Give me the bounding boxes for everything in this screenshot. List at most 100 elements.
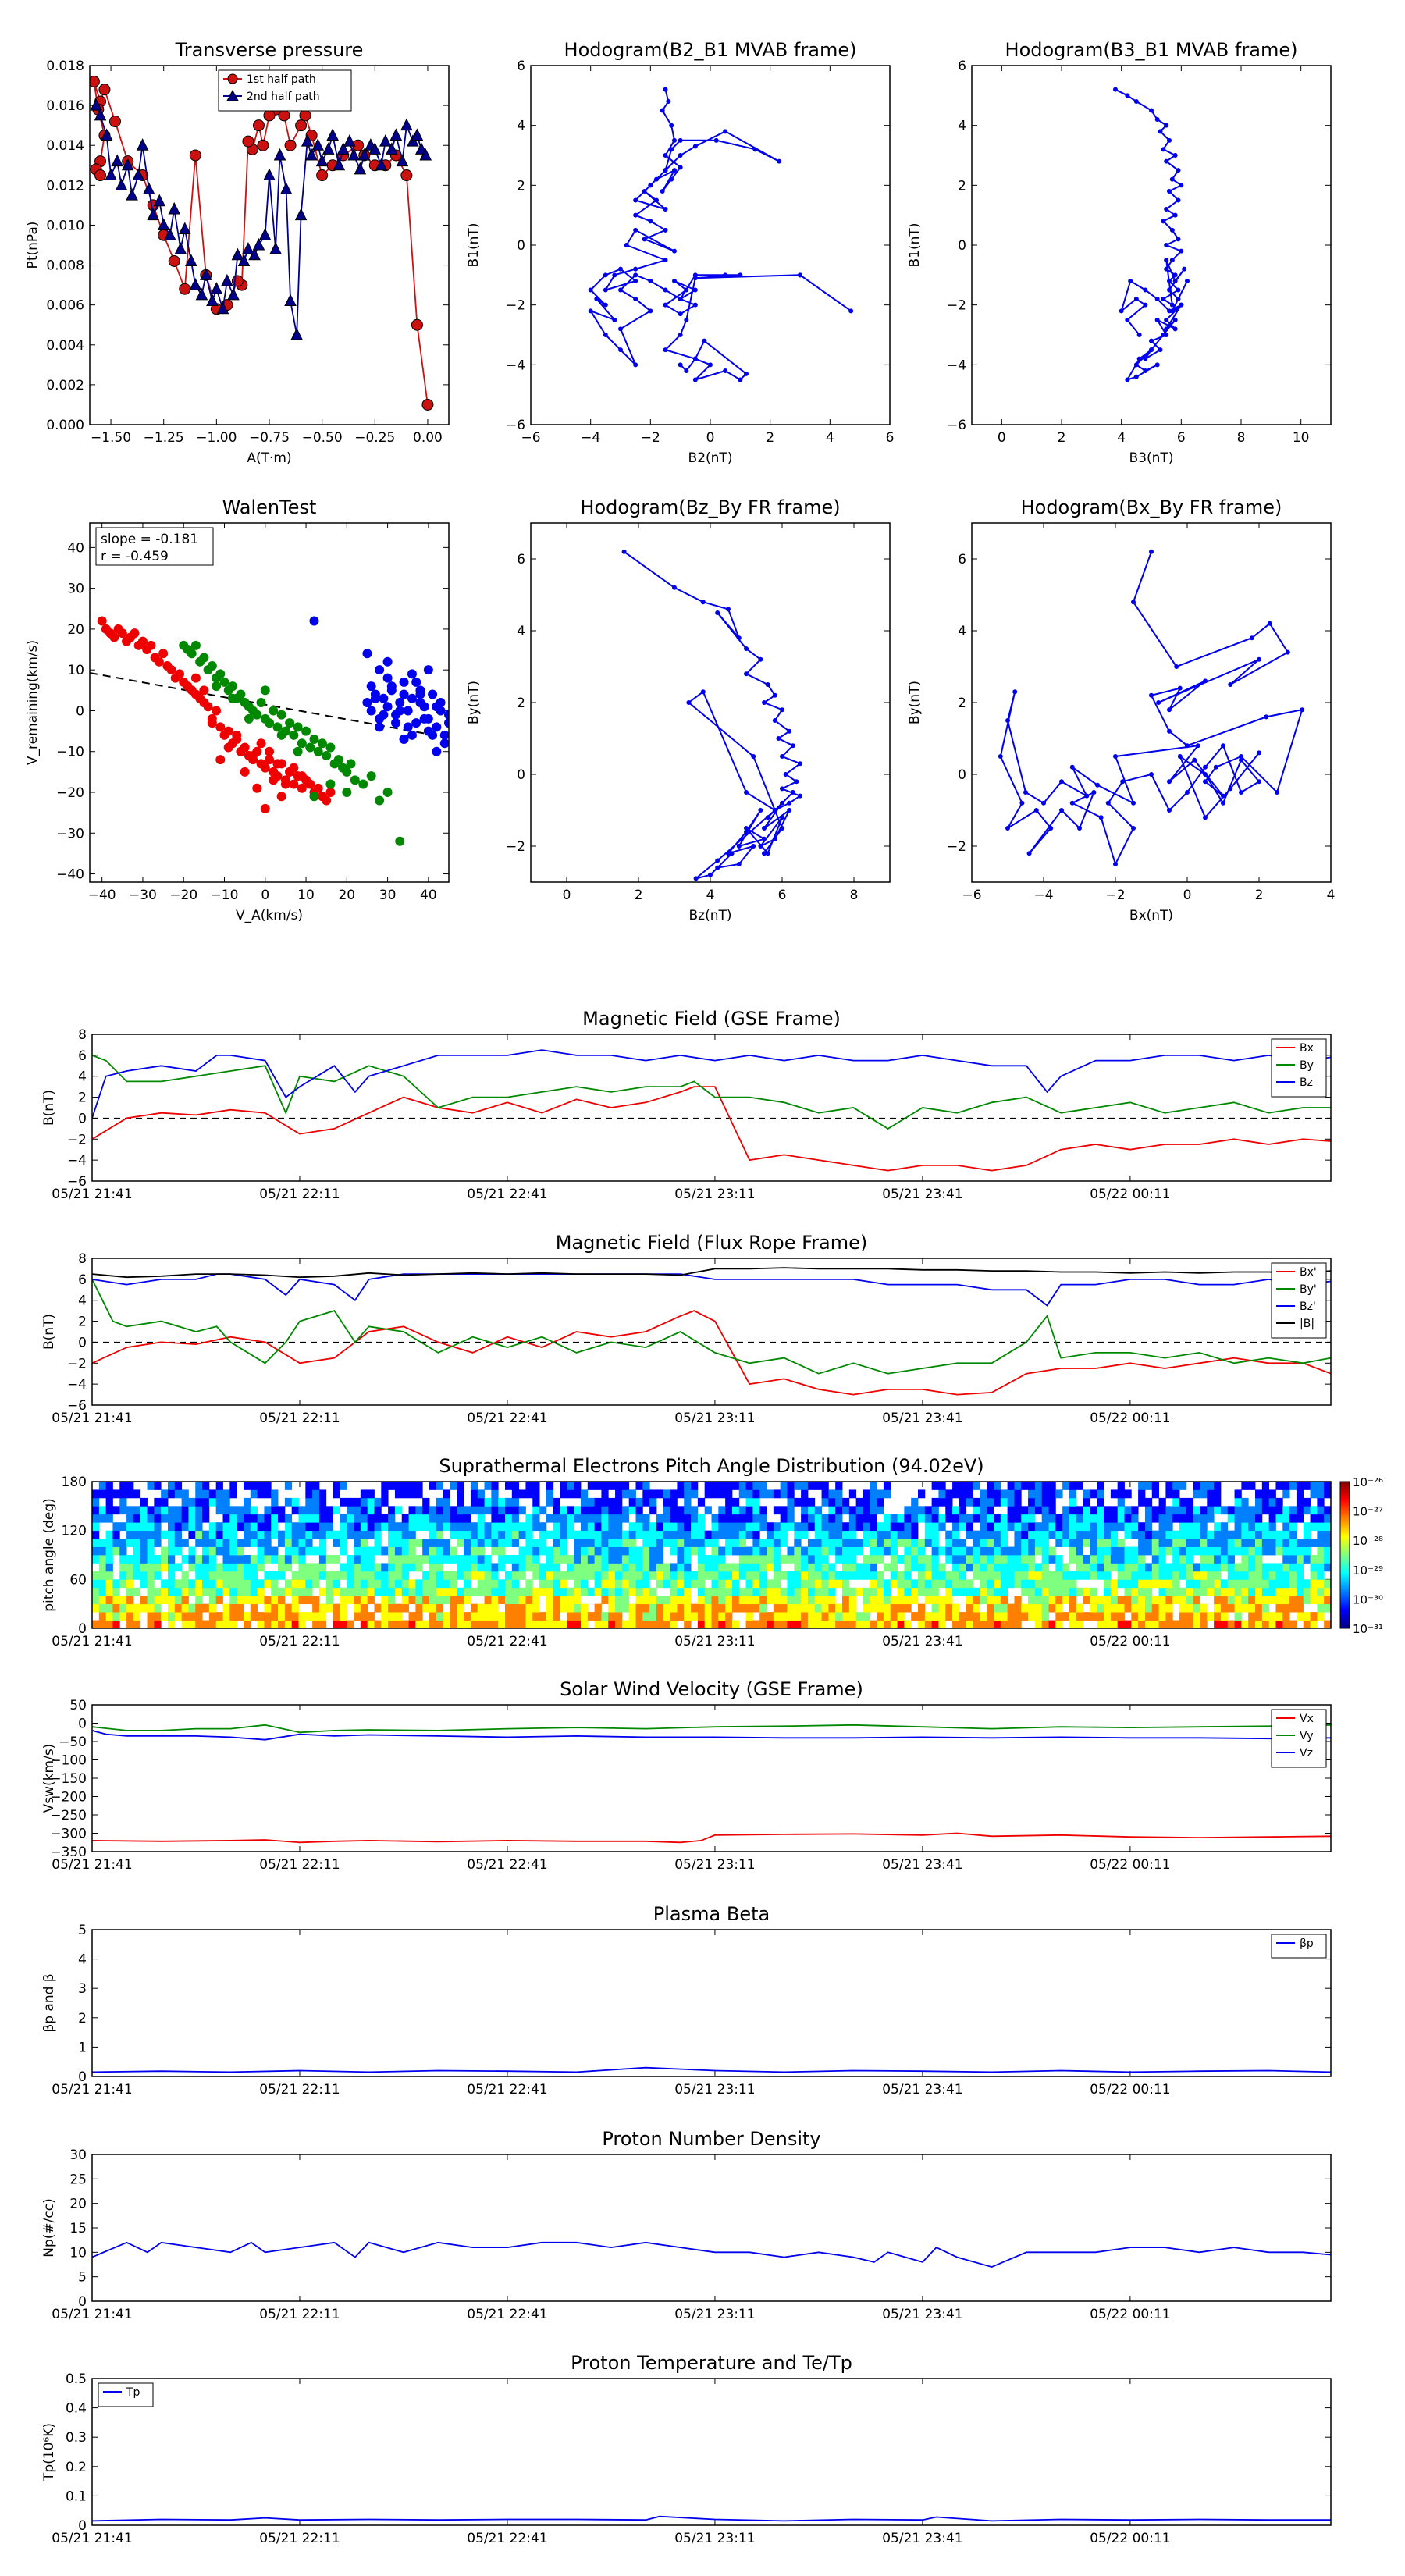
- colorbar-label: 10⁻³¹: [1353, 1622, 1383, 1636]
- data-point: [366, 706, 376, 716]
- heatmap-cell: [215, 1497, 223, 1507]
- heatmap-cell: [663, 1563, 670, 1572]
- data-point: [395, 698, 405, 707]
- heatmap-cell: [691, 1506, 699, 1515]
- data-point: [317, 738, 327, 749]
- heatmap-cell: [243, 1514, 251, 1523]
- heatmap-cell: [725, 1571, 733, 1580]
- heatmap-cell: [237, 1596, 244, 1605]
- data-point: [428, 689, 438, 699]
- heatmap-cell: [477, 1587, 485, 1596]
- heatmap-cell: [1097, 1571, 1104, 1580]
- data-point: [1059, 779, 1064, 785]
- heatmap-cell: [1275, 1497, 1283, 1507]
- heatmap-cell: [731, 1497, 740, 1507]
- heatmap-cell: [553, 1506, 560, 1515]
- x-tick-label: 05/21 21:41: [52, 2307, 132, 2322]
- heatmap-cell: [222, 1489, 230, 1499]
- heatmap-cell: [1282, 1546, 1290, 1556]
- heatmap-cell: [271, 1603, 279, 1613]
- heatmap-cell: [1014, 1596, 1022, 1605]
- heatmap-cell: [305, 1522, 313, 1532]
- legend-label: Bx': [1300, 1266, 1317, 1279]
- heatmap-cell: [1124, 1579, 1132, 1589]
- x-axis-label: B3(nT): [1129, 450, 1174, 466]
- heatmap-cell: [752, 1603, 760, 1613]
- heatmap-cell: [360, 1587, 368, 1596]
- heatmap-cell: [112, 1620, 120, 1629]
- data-point: [1167, 308, 1172, 314]
- heatmap-cell: [897, 1596, 905, 1605]
- data-point: [1176, 297, 1181, 301]
- heatmap-cell: [656, 1539, 664, 1547]
- data-point: [411, 128, 424, 141]
- heatmap-cell: [511, 1571, 520, 1580]
- heatmap-cell: [877, 1530, 884, 1539]
- heatmap-cell: [1220, 1546, 1229, 1556]
- heatmap-cell: [1303, 1596, 1311, 1605]
- heatmap-cell: [1275, 1530, 1283, 1539]
- heatmap-cell: [354, 1579, 361, 1589]
- heatmap-cell: [525, 1579, 533, 1589]
- heatmap-cell: [1282, 1579, 1290, 1589]
- heatmap-cell: [911, 1546, 919, 1556]
- y-tick-label: 120: [62, 1524, 87, 1539]
- data-point: [256, 698, 266, 707]
- heatmap-cell: [1172, 1563, 1180, 1572]
- heatmap-cell: [457, 1563, 464, 1572]
- x-tick-label: 8: [850, 888, 859, 903]
- heatmap-cell: [574, 1489, 582, 1499]
- data-point: [146, 640, 156, 650]
- plot-frame: [91, 2378, 1332, 2526]
- heatmap-cell: [580, 1620, 589, 1629]
- heatmap-cell: [1268, 1620, 1276, 1629]
- heatmap-cell: [855, 1612, 863, 1621]
- heatmap-cell: [457, 1555, 464, 1564]
- heatmap-cell: [980, 1514, 987, 1523]
- heatmap-cell: [457, 1482, 464, 1490]
- heatmap-cell: [870, 1571, 877, 1580]
- data-point: [252, 783, 262, 793]
- data-point: [179, 283, 191, 295]
- heatmap-cell: [794, 1603, 802, 1613]
- heatmap-cell: [1303, 1506, 1311, 1515]
- heatmap-cell: [952, 1522, 960, 1532]
- heatmap-cell: [704, 1506, 712, 1515]
- heatmap-cell: [325, 1571, 333, 1580]
- heatmap-cell: [684, 1546, 692, 1556]
- x-tick-label: 05/21 23:11: [674, 1411, 755, 1426]
- heatmap-cell: [1179, 1497, 1187, 1507]
- heatmap-cell: [959, 1563, 967, 1572]
- data-point: [1154, 117, 1160, 122]
- heatmap-cell: [271, 1620, 279, 1629]
- heatmap-cell: [801, 1620, 809, 1629]
- heatmap-cell: [1000, 1522, 1008, 1532]
- heatmap-cell: [1241, 1539, 1249, 1547]
- heatmap-cell: [663, 1514, 670, 1523]
- heatmap-cell: [738, 1563, 746, 1572]
- heatmap-cell: [1021, 1546, 1029, 1556]
- heatmap-cell: [787, 1497, 795, 1507]
- heatmap-cell: [1220, 1620, 1229, 1629]
- heatmap-cell: [532, 1555, 540, 1564]
- data-point: [1169, 302, 1175, 308]
- heatmap-cell: [1097, 1546, 1104, 1556]
- heatmap-cell: [105, 1497, 113, 1507]
- heatmap-cell: [374, 1563, 382, 1572]
- heatmap-cell: [222, 1620, 230, 1629]
- heatmap-cell: [92, 1587, 100, 1596]
- data-point: [375, 665, 385, 675]
- heatmap-cell: [1007, 1563, 1015, 1572]
- heatmap-cell: [133, 1546, 141, 1556]
- data-point: [708, 362, 713, 368]
- y-tick-label: 6: [78, 1048, 87, 1064]
- heatmap-cell: [1303, 1546, 1311, 1556]
- heatmap-cell: [1076, 1612, 1083, 1621]
- heatmap-cell: [987, 1522, 994, 1532]
- series-line-By': [92, 1279, 1331, 1375]
- y-axis-label: Pt(nPa): [25, 222, 41, 269]
- data-point: [1133, 99, 1139, 104]
- heatmap-cell: [154, 1603, 162, 1613]
- x-tick-label: 05/22 00:11: [1090, 1634, 1170, 1649]
- heatmap-cell: [1021, 1530, 1029, 1539]
